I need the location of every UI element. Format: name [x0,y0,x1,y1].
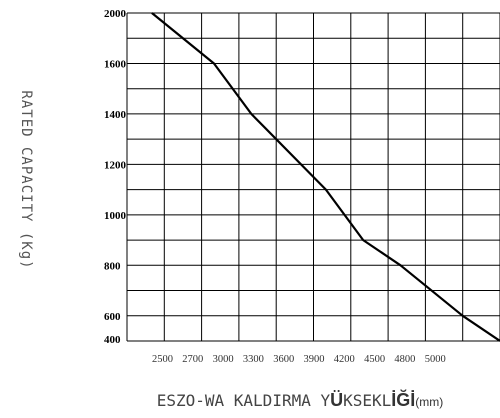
series-line-0 [151,12,500,342]
y-tick-label: 1400 [104,109,127,121]
x-tick-label: 3300 [243,354,264,365]
y-axis-ticks: 2000 1600 1400 1200 1000 800 600 400 [104,8,127,346]
x-axis-label: ESZO-WA KALDIRMA YÜKSEKLİĞİ(mm) [157,389,444,410]
series-layer [151,12,500,342]
y-tick-label: 400 [104,334,121,346]
x-tick-label: 3900 [304,354,325,365]
x-axis-label-part1: ESZO-WA KALDIRMA Y [157,391,331,410]
x-axis-label-part3: KSEKL [343,391,391,410]
x-axis-ticks: 2500 2700 3000 3300 3600 3900 4200 4500 4800 5000 [152,354,446,365]
x-axis-label-unit: (mm) [415,395,443,409]
y-tick-label: 800 [104,260,121,272]
x-tick-label: 5000 [425,354,446,365]
x-tick-label: 4800 [394,354,415,365]
x-tick-label: 4500 [364,354,385,365]
x-tick-label: 2500 [152,354,173,365]
y-tick-label: 600 [104,311,121,323]
y-tick-label: 1600 [104,58,127,70]
x-axis-label-part4: İĞİ [391,389,415,410]
y-tick-label: 1000 [104,210,127,222]
x-tick-label: 3000 [213,354,234,365]
x-axis-label-part2: Ü [330,390,343,410]
y-tick-label: 1200 [104,159,127,171]
chart-grid [126,12,500,342]
x-tick-label: 4200 [334,354,355,365]
y-axis-label: RATED CAPACITY (Kg) [18,90,34,269]
x-tick-label: 2700 [182,354,203,365]
x-tick-label: 3600 [273,354,294,365]
y-tick-label: 2000 [104,8,127,20]
